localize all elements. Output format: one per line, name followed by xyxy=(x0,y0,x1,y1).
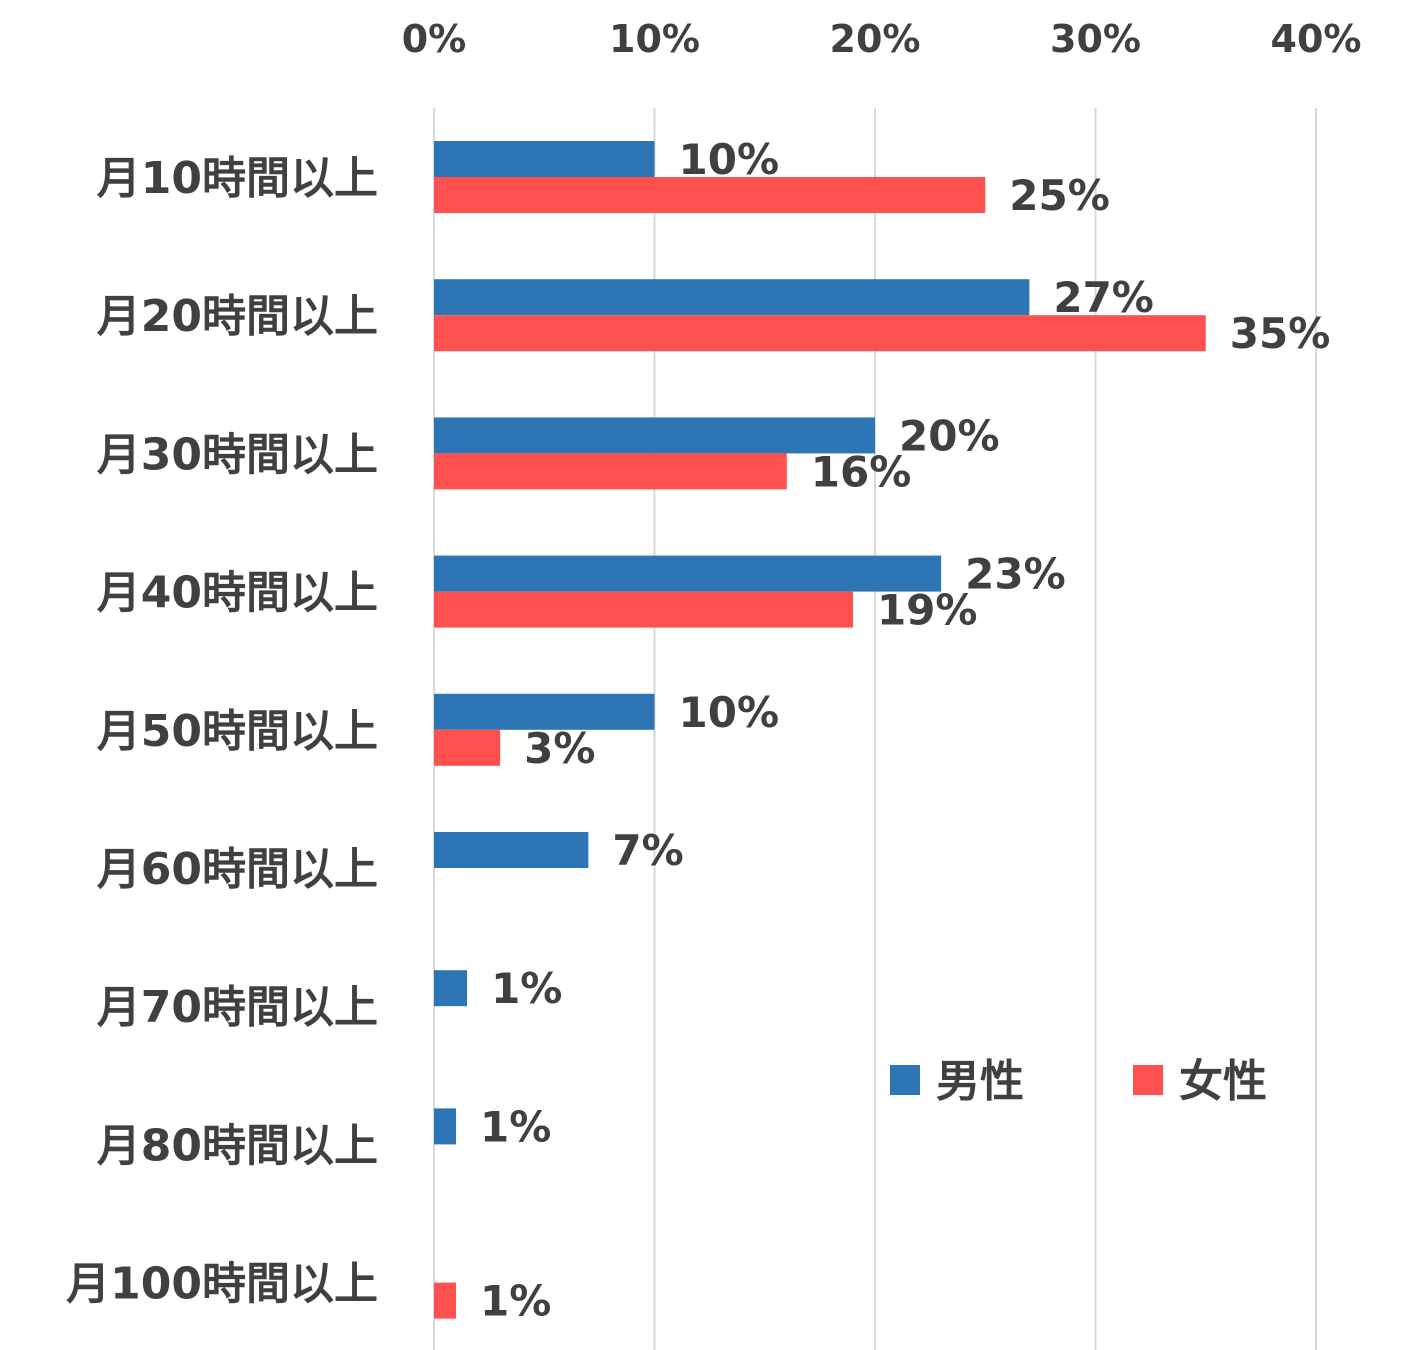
legend-swatch xyxy=(1133,1065,1163,1095)
legend-label: 男性 xyxy=(936,1056,1024,1107)
category-label: 月20時間以上 xyxy=(97,291,378,342)
category-label: 月60時間以上 xyxy=(97,844,378,895)
bar-male xyxy=(434,832,589,868)
bar-female xyxy=(434,1282,457,1319)
legend-swatch xyxy=(890,1065,920,1095)
data-label: 1% xyxy=(480,1102,551,1151)
data-label: 19% xyxy=(877,586,978,635)
bar-female xyxy=(434,453,787,490)
data-label: 7% xyxy=(612,826,683,875)
x-tick-label: 20% xyxy=(830,17,921,61)
category-label: 月70時間以上 xyxy=(97,982,378,1033)
x-tick-label: 0% xyxy=(402,17,467,61)
bar-male xyxy=(434,417,875,454)
data-label: 35% xyxy=(1230,309,1331,358)
category-label: 月10時間以上 xyxy=(97,153,378,204)
x-tick-label: 30% xyxy=(1050,17,1141,61)
data-label: 1% xyxy=(480,1277,551,1326)
bar-male xyxy=(434,141,655,177)
data-label: 16% xyxy=(811,447,912,496)
category-label: 月40時間以上 xyxy=(97,568,378,619)
data-label: 27% xyxy=(1053,273,1154,322)
x-tick-label: 40% xyxy=(1271,17,1362,61)
data-label: 20% xyxy=(899,411,1000,460)
bar-male xyxy=(434,1108,457,1145)
category-label: 月100時間以上 xyxy=(66,1259,378,1310)
data-labels: 10% 25% 27% 35% 20%16% 23%19% 10% 3% 7% 1% 1% 1% xyxy=(480,135,1330,1326)
x-axis-ticks: 0% 10% 20% 30% 40% xyxy=(402,17,1362,61)
data-label: 23% xyxy=(965,550,1066,599)
category-labels: 月10時間以上月20時間以上月30時間以上月40時間以上月50時間以上月60時間… xyxy=(66,153,378,1310)
bar-male xyxy=(434,555,942,592)
x-tick-label: 10% xyxy=(609,17,700,61)
category-label: 月80時間以上 xyxy=(97,1120,378,1171)
data-label: 10% xyxy=(679,688,780,737)
legend-label: 女性 xyxy=(1179,1056,1267,1107)
bar-female xyxy=(434,591,853,628)
bar-female xyxy=(434,729,501,766)
data-label: 25% xyxy=(1009,171,1110,220)
bar-female xyxy=(434,177,986,213)
data-label: 10% xyxy=(679,135,780,184)
data-label: 3% xyxy=(524,724,595,773)
bar-male xyxy=(434,693,655,730)
bar-female xyxy=(434,315,1206,352)
bar-male xyxy=(434,970,468,1007)
category-label: 月50時間以上 xyxy=(97,706,378,757)
category-label: 月30時間以上 xyxy=(97,429,378,480)
bar-male xyxy=(434,279,1030,316)
bars xyxy=(434,141,1206,1319)
data-label: 1% xyxy=(491,964,562,1013)
legend: 男性 女性 xyxy=(890,1056,1267,1107)
